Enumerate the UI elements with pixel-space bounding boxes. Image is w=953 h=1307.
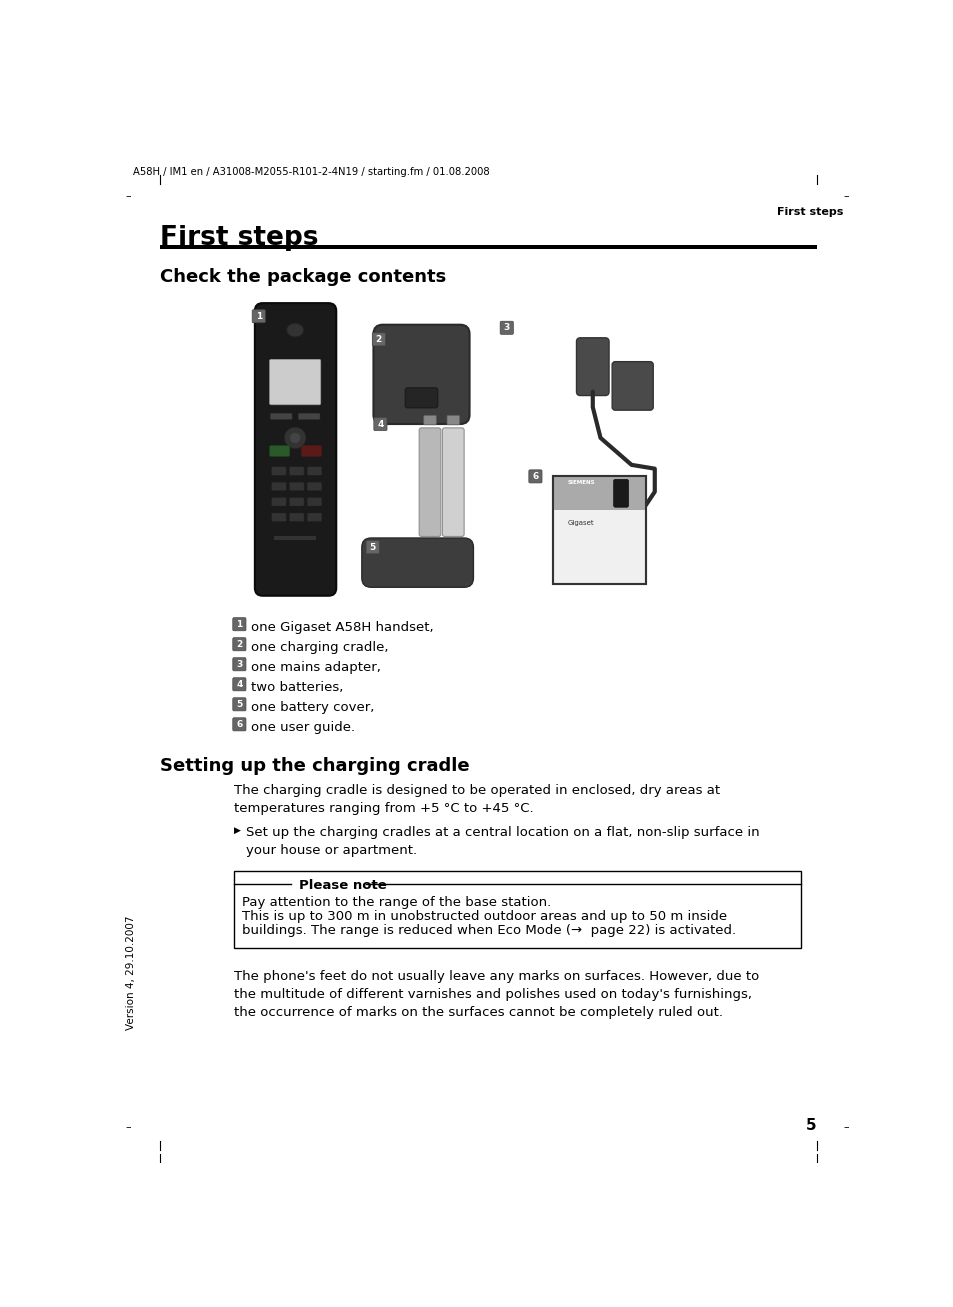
Text: two batteries,: two batteries, — [251, 681, 343, 694]
FancyBboxPatch shape — [289, 498, 304, 506]
FancyBboxPatch shape — [612, 362, 653, 410]
Text: 5: 5 — [369, 542, 375, 552]
FancyBboxPatch shape — [373, 324, 469, 423]
Text: The phone's feet do not usually leave any marks on surfaces. However, due to
the: The phone's feet do not usually leave an… — [233, 970, 759, 1019]
FancyBboxPatch shape — [418, 427, 440, 536]
FancyBboxPatch shape — [528, 469, 541, 482]
FancyBboxPatch shape — [307, 512, 321, 521]
FancyBboxPatch shape — [272, 467, 286, 476]
Bar — [274, 536, 315, 540]
Polygon shape — [553, 476, 645, 510]
Polygon shape — [553, 476, 645, 584]
FancyBboxPatch shape — [366, 541, 379, 554]
Text: –: – — [125, 191, 131, 201]
Text: Setting up the charging cradle: Setting up the charging cradle — [159, 758, 469, 775]
Text: 1: 1 — [255, 312, 262, 320]
FancyBboxPatch shape — [289, 512, 304, 521]
Text: one mains adapter,: one mains adapter, — [251, 661, 380, 674]
FancyBboxPatch shape — [272, 512, 286, 521]
FancyBboxPatch shape — [301, 446, 321, 456]
FancyBboxPatch shape — [233, 657, 246, 670]
Text: 5: 5 — [805, 1117, 816, 1133]
FancyBboxPatch shape — [233, 698, 246, 711]
Text: one Gigaset A58H handset,: one Gigaset A58H handset, — [251, 621, 434, 634]
FancyBboxPatch shape — [307, 467, 321, 476]
Text: one user guide.: one user guide. — [251, 721, 355, 735]
FancyBboxPatch shape — [254, 303, 335, 596]
Text: 1: 1 — [236, 620, 242, 629]
Text: Please note: Please note — [298, 880, 386, 893]
FancyBboxPatch shape — [442, 427, 464, 536]
Text: Set up the charging cradles at a central location on a flat, non-slip surface in: Set up the charging cradles at a central… — [245, 826, 759, 857]
FancyBboxPatch shape — [423, 416, 436, 425]
FancyBboxPatch shape — [307, 482, 321, 490]
FancyBboxPatch shape — [405, 388, 437, 408]
Text: 5: 5 — [236, 699, 242, 708]
Text: one battery cover,: one battery cover, — [251, 702, 374, 714]
Text: 2: 2 — [236, 639, 242, 648]
FancyBboxPatch shape — [298, 413, 319, 420]
Text: Pay attention to the range of the base station.: Pay attention to the range of the base s… — [241, 897, 551, 910]
FancyBboxPatch shape — [307, 498, 321, 506]
Text: –: – — [125, 1123, 131, 1132]
FancyBboxPatch shape — [233, 718, 246, 731]
Text: –: – — [842, 1123, 848, 1132]
FancyBboxPatch shape — [270, 446, 290, 456]
FancyBboxPatch shape — [270, 359, 320, 405]
Bar — [159, 246, 816, 250]
Text: Gigaset: Gigaset — [567, 520, 593, 527]
FancyBboxPatch shape — [374, 417, 387, 430]
FancyBboxPatch shape — [252, 310, 265, 323]
Ellipse shape — [290, 433, 300, 443]
Ellipse shape — [286, 323, 303, 337]
Text: 3: 3 — [503, 323, 509, 332]
FancyBboxPatch shape — [270, 413, 292, 420]
Text: ▶: ▶ — [233, 826, 240, 835]
FancyBboxPatch shape — [576, 337, 608, 396]
Text: Check the package contents: Check the package contents — [159, 268, 445, 286]
Ellipse shape — [284, 427, 306, 448]
FancyBboxPatch shape — [289, 467, 304, 476]
FancyBboxPatch shape — [272, 498, 286, 506]
FancyBboxPatch shape — [233, 618, 246, 631]
Text: First steps: First steps — [159, 225, 317, 251]
Bar — [233, 872, 801, 949]
FancyBboxPatch shape — [372, 333, 385, 346]
Text: This is up to 300 m in unobstructed outdoor areas and up to 50 m inside: This is up to 300 m in unobstructed outd… — [241, 910, 726, 923]
Text: 2: 2 — [375, 335, 381, 344]
FancyBboxPatch shape — [613, 480, 628, 507]
Text: buildings. The range is reduced when Eco Mode (→  page 22) is activated.: buildings. The range is reduced when Eco… — [241, 924, 735, 937]
Text: SIEMENS: SIEMENS — [567, 480, 595, 485]
FancyBboxPatch shape — [447, 416, 459, 425]
Text: one charging cradle,: one charging cradle, — [251, 642, 388, 655]
Text: SIEMENS: SIEMENS — [282, 387, 308, 391]
Text: A58H / IM1 en / A31008-M2055-R101-2-4N19 / starting.fm / 01.08.2008: A58H / IM1 en / A31008-M2055-R101-2-4N19… — [133, 167, 489, 176]
Text: The charging cradle is designed to be operated in enclosed, dry areas at
tempera: The charging cradle is designed to be op… — [233, 784, 720, 816]
Text: 6: 6 — [236, 720, 242, 729]
Text: 4: 4 — [236, 680, 242, 689]
Text: 4: 4 — [376, 420, 383, 429]
FancyBboxPatch shape — [289, 482, 304, 490]
Text: 3: 3 — [236, 660, 242, 669]
FancyBboxPatch shape — [233, 638, 246, 651]
Text: First steps: First steps — [776, 207, 842, 217]
FancyBboxPatch shape — [233, 678, 246, 691]
FancyBboxPatch shape — [499, 322, 513, 335]
Text: –: – — [842, 191, 848, 201]
FancyBboxPatch shape — [272, 482, 286, 490]
Text: Version 4, 29.10.2007: Version 4, 29.10.2007 — [126, 916, 135, 1030]
FancyBboxPatch shape — [361, 538, 473, 587]
Text: 6: 6 — [532, 472, 538, 481]
